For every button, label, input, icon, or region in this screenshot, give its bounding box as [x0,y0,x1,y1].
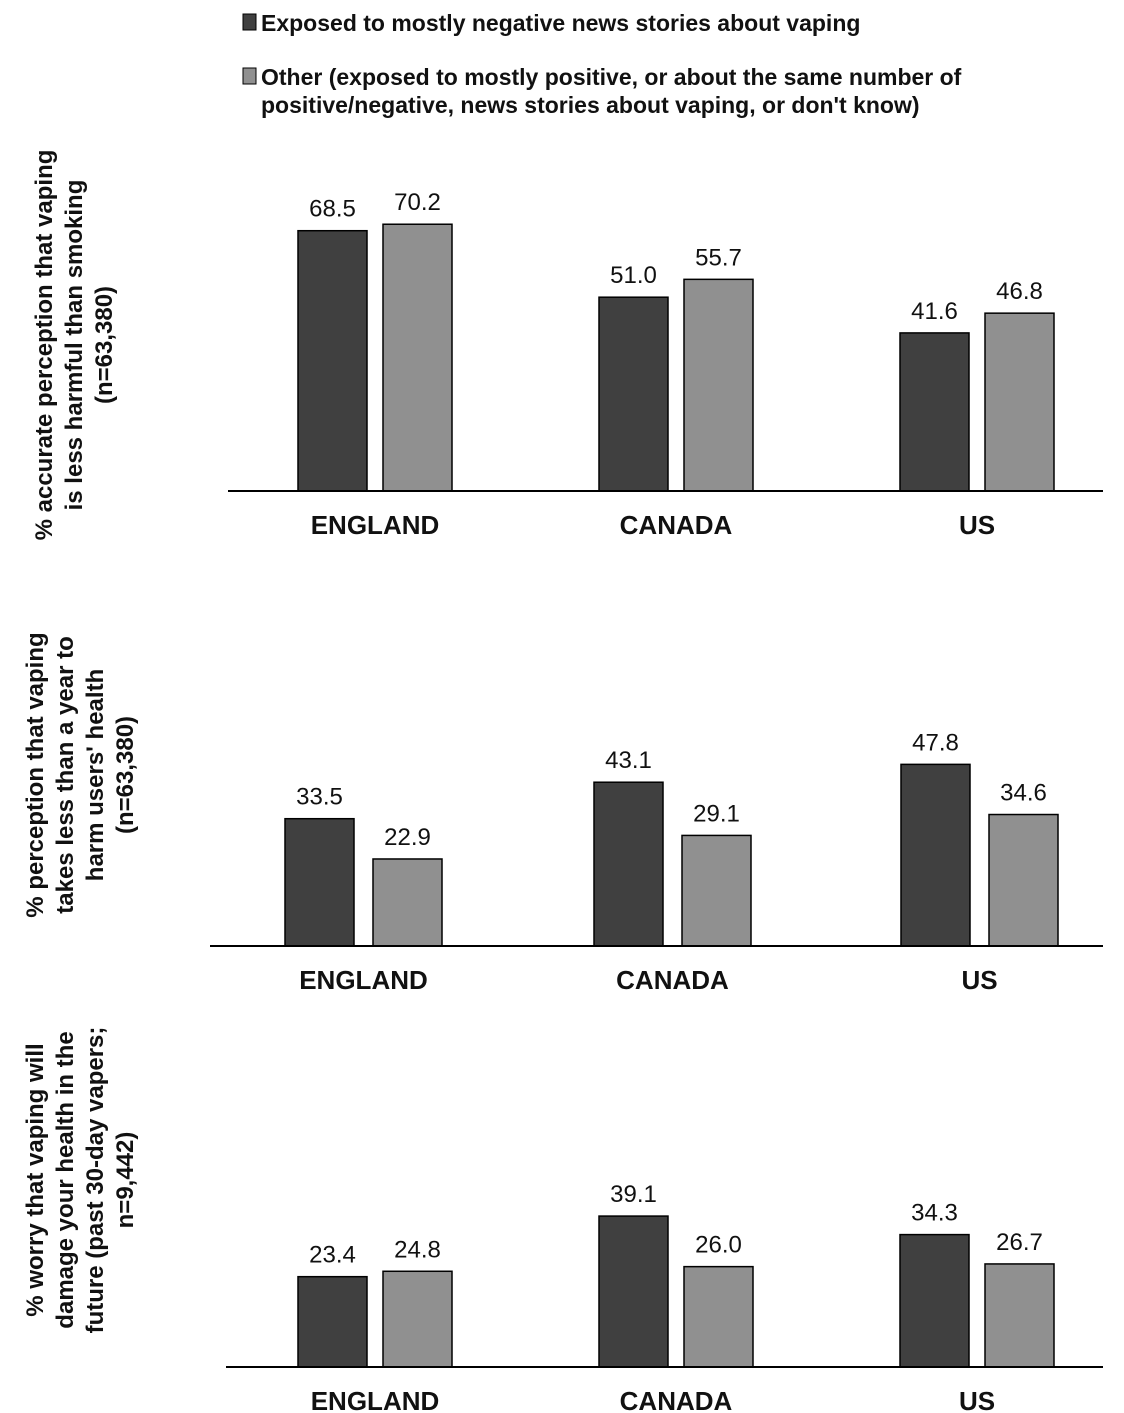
chart-panel-1: % accurate perception that vaping is less… [31,150,1103,541]
bar-us-series-2 [984,1263,1055,1368]
y-axis-title: % accurate perception that vaping is less… [31,150,118,541]
data-label: 46.8 [996,278,1043,305]
y-axis-title-line: % perception that vaping [22,632,49,917]
data-label: 23.4 [309,1242,356,1269]
legend-item-2: Other (exposed to mostly positive, or ab… [242,64,962,118]
bar-us-series-1 [900,763,971,947]
data-label: 55.7 [695,244,742,271]
bar-england-series-1 [284,817,355,947]
x-tick-label: US [959,1386,995,1413]
bar-england-series-2 [382,1270,453,1368]
y-axis-title-line: % accurate perception that vaping [31,150,58,541]
y-axis-title-line: damage your health in the [52,1031,79,1328]
bar-canada-series-2 [681,834,752,947]
y-axis-title: % worry that vaping will damage your heal… [22,1027,139,1334]
x-tick-label: CANADA [620,1386,733,1413]
data-label: 26.0 [695,1232,742,1259]
y-axis-title-line: (n=63,380) [91,286,118,404]
legend-label: Exposed to mostly negative news stories … [261,10,860,36]
bar-england-series-2 [382,223,453,492]
legend-label: positive/negative, news stories about va… [261,92,920,118]
bar-england-series-1 [297,1275,368,1368]
data-label: 47.8 [912,729,959,756]
x-tick-label: CANADA [620,510,733,540]
y-axis-title: % perception that vaping takes less than … [22,632,139,917]
bar-canada-series-1 [598,296,669,492]
bar-canada-series-1 [598,1215,669,1368]
x-tick-label: CANADA [616,965,729,995]
data-label: 68.5 [309,196,356,223]
bar-us-series-1 [899,1233,970,1368]
bar-us-series-2 [984,312,1055,492]
y-axis-title-line: is less harmful than smoking [61,180,88,511]
chart-panel-2: % perception that vaping takes less than … [22,632,1103,995]
bar-england-series-2 [372,858,443,947]
data-label: 22.9 [384,824,431,851]
data-label: 41.6 [911,298,958,325]
bar-us-series-2 [988,813,1059,947]
bar-canada-series-2 [683,1265,754,1368]
y-axis-title-line: (n=63,380) [112,716,139,834]
x-tick-label: ENGLAND [299,965,428,995]
y-axis-title-line: takes less than a year to [52,636,79,913]
chart-legend: Exposed to mostly negative news stories … [242,10,962,118]
x-tick-label: US [961,965,997,995]
data-label: 43.1 [605,747,652,774]
y-axis-title-line: future (past 30-day vapers; [82,1027,109,1334]
chart-panels: % accurate perception that vaping is less… [22,150,1103,1413]
bar-england-series-1 [297,229,368,492]
bar-us-series-1 [899,332,970,492]
y-axis-title-line: harm users' health [82,669,109,881]
legend-label: Other (exposed to mostly positive, or ab… [261,64,962,90]
data-label: 26.7 [996,1229,1043,1256]
x-tick-label: ENGLAND [311,510,440,540]
data-label: 34.3 [911,1200,958,1227]
x-tick-label: ENGLAND [311,1386,440,1413]
bar-canada-series-2 [683,278,754,492]
legend-item-1: Exposed to mostly negative news stories … [242,10,860,36]
data-label: 51.0 [610,262,657,289]
data-label: 24.8 [394,1236,441,1263]
data-label: 70.2 [394,189,441,216]
data-label: 29.1 [693,800,740,827]
y-axis-title-line: n=9,442) [112,1132,139,1229]
data-label: 34.6 [1000,780,1047,807]
x-tick-label: US [959,510,995,540]
data-label: 39.1 [610,1181,657,1208]
bar-canada-series-1 [593,781,664,947]
chart-panel-3: % worry that vaping will damage your heal… [22,1027,1103,1413]
data-label: 33.5 [296,784,343,811]
legend-swatch [242,67,257,85]
legend-swatch [242,13,257,31]
y-axis-title-line: % worry that vaping will [22,1043,49,1316]
